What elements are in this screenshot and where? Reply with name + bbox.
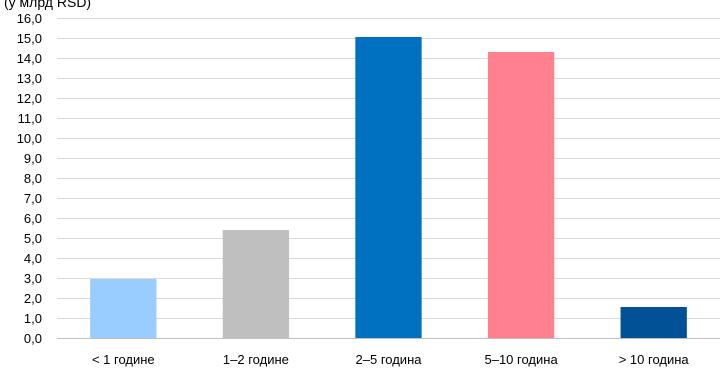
y-axis-unit-label: (у млрд RSD) [4, 0, 91, 10]
y-tick-label: 8,0 [24, 171, 42, 186]
y-tick-label: 5,0 [24, 231, 42, 246]
y-tick-label: 13,0 [17, 71, 42, 86]
x-axis-labels: < 1 године 1–2 године 2–5 година 5–10 годин… [92, 352, 689, 367]
x-category-label: 2–5 година [356, 352, 423, 367]
y-tick-label: 7,0 [24, 191, 42, 206]
bar [355, 37, 422, 338]
bar [487, 52, 555, 338]
y-axis-ticks: 0,0 1,0 2,0 3,0 4,0 5,0 6,0 7,0 8,0 9,0 10,0 11,0 12… [17, 11, 42, 346]
y-tick-label: 16,0 [17, 11, 42, 26]
y-tick-label: 10,0 [17, 131, 42, 146]
bar [620, 307, 687, 338]
y-tick-label: 2,0 [24, 291, 42, 306]
y-tick-label: 0,0 [24, 331, 42, 346]
x-category-label: > 10 година [619, 352, 690, 367]
y-tick-label: 9,0 [24, 151, 42, 166]
y-tick-label: 15,0 [17, 31, 42, 46]
bars [90, 37, 687, 338]
y-tick-label: 14,0 [17, 51, 42, 66]
y-tick-label: 12,0 [17, 91, 42, 106]
bar [222, 230, 290, 338]
y-tick-label: 3,0 [24, 271, 42, 286]
y-tick-label: 4,0 [24, 251, 42, 266]
x-category-label: 1–2 године [223, 352, 289, 367]
x-category-label: < 1 године [92, 352, 155, 367]
y-tick-label: 6,0 [24, 211, 42, 226]
y-tick-label: 1,0 [24, 311, 42, 326]
bar [90, 279, 157, 338]
x-category-label: 5–10 година [484, 352, 558, 367]
y-tick-label: 11,0 [18, 111, 42, 126]
